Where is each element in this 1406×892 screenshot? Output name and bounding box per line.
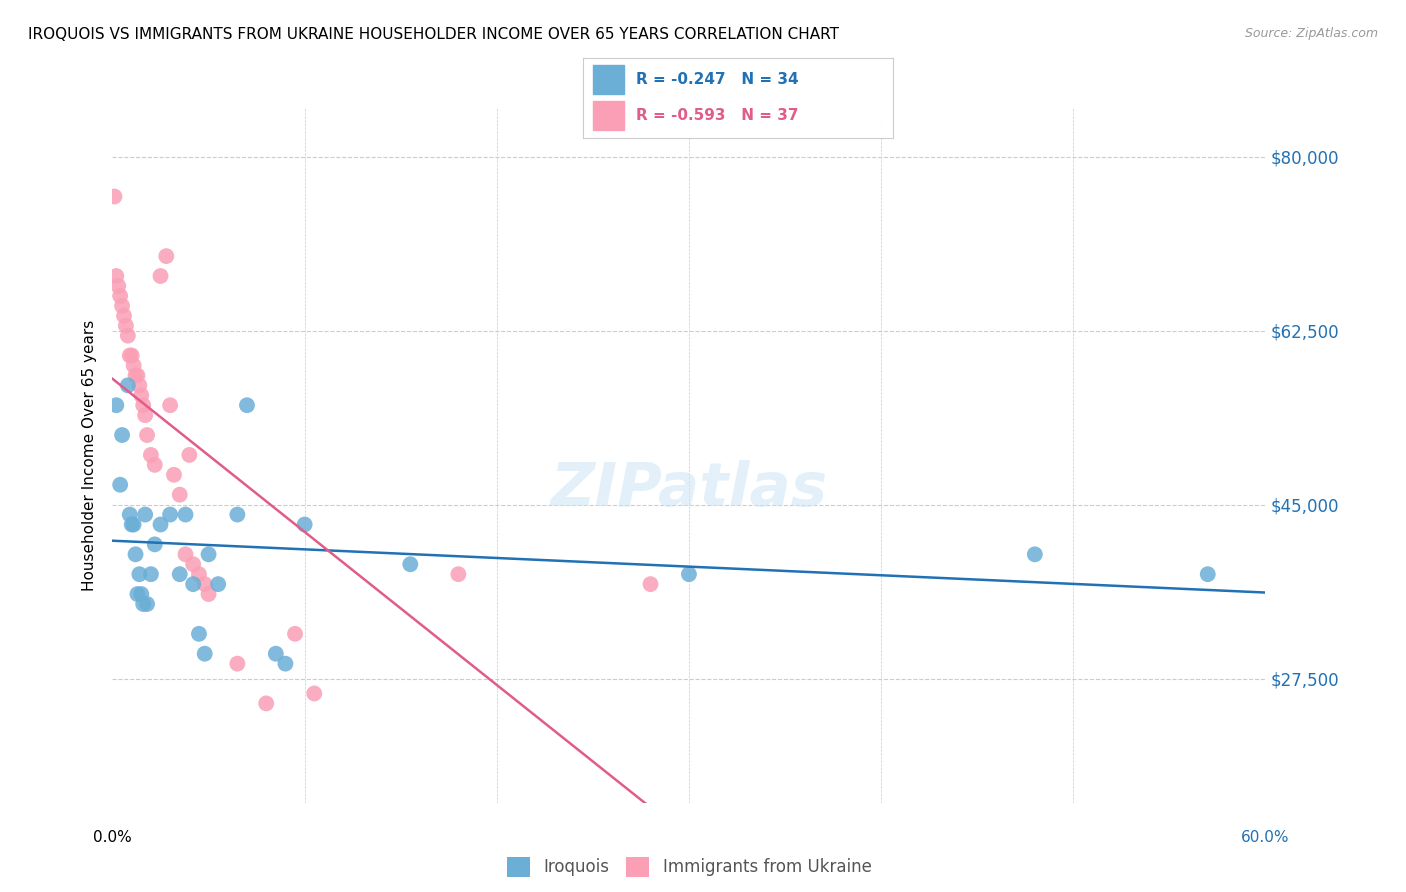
Point [143,458,166,472]
Point [122,517,145,532]
Point [187,627,211,641]
Point [108,289,131,303]
Point [1024,547,1046,561]
Point [107,279,129,293]
Text: Source: ZipAtlas.com: Source: ZipAtlas.com [1244,27,1378,40]
Point [122,359,145,373]
Bar [593,65,624,95]
Point [197,587,219,601]
Point [118,349,141,363]
Text: R = -0.593   N = 37: R = -0.593 N = 37 [636,108,799,123]
Text: 60.0%: 60.0% [1241,830,1289,845]
Point [284,627,307,641]
Text: R = -0.247   N = 34: R = -0.247 N = 34 [636,72,799,87]
Point [115,318,138,333]
Point [174,547,197,561]
Point [124,547,146,561]
Point [640,577,662,591]
Point [447,567,470,582]
Point [136,428,159,442]
Point [179,448,201,462]
Point [143,537,166,551]
Point [149,517,172,532]
Point [194,647,217,661]
Point [105,398,128,412]
Point [174,508,197,522]
Legend: Iroquois, Immigrants from Ukraine: Iroquois, Immigrants from Ukraine [498,849,880,885]
Point [121,517,143,532]
Point [181,577,204,591]
Point [169,567,191,582]
Point [117,378,139,392]
Point [127,587,149,601]
Point [294,517,316,532]
Point [128,378,150,392]
Point [127,368,149,383]
Point [155,249,177,263]
Point [169,488,191,502]
Text: IROQUOIS VS IMMIGRANTS FROM UKRAINE HOUSEHOLDER INCOME OVER 65 YEARS CORRELATION: IROQUOIS VS IMMIGRANTS FROM UKRAINE HOUS… [28,27,839,42]
Point [105,268,128,283]
Point [139,448,162,462]
Point [159,508,181,522]
Text: 0.0%: 0.0% [93,830,132,845]
Point [118,508,141,522]
Point [134,508,156,522]
Point [226,508,249,522]
Point [117,328,139,343]
Point [121,349,143,363]
Point [132,398,155,412]
Point [139,567,162,582]
Point [136,597,159,611]
Point [159,398,181,412]
Point [187,567,211,582]
Point [181,558,204,572]
Point [399,558,422,572]
Point [132,597,155,611]
Point [1197,567,1219,582]
Point [112,309,135,323]
Point [111,299,134,313]
Point [128,567,150,582]
Point [226,657,249,671]
Point [134,408,156,422]
Bar [593,102,624,130]
Point [124,368,146,383]
Text: ZIPatlas: ZIPatlas [550,460,828,519]
Point [129,388,153,402]
Point [274,657,297,671]
Point [236,398,259,412]
Point [149,268,172,283]
Point [678,567,700,582]
Point [108,477,131,491]
Point [163,467,186,482]
Point [197,547,219,561]
Y-axis label: Householder Income Over 65 years: Householder Income Over 65 years [82,319,97,591]
Point [264,647,287,661]
Point [207,577,229,591]
Point [254,697,277,711]
Point [194,577,217,591]
Point [111,428,134,442]
Point [129,587,153,601]
Point [103,189,125,203]
Point [304,686,326,700]
